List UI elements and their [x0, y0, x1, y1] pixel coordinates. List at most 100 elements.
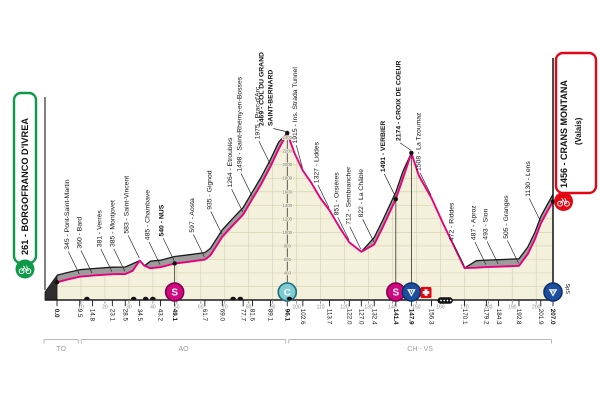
finish-icon-wheel — [564, 200, 570, 207]
tunnel-icon — [237, 296, 244, 301]
waypoint-leader — [148, 241, 161, 265]
elevation-scale-label: 1000 — [282, 230, 292, 235]
km-tick-label: 207.0 — [549, 309, 556, 325]
km-tick-label: 192.8 — [515, 309, 522, 325]
waypoint-label: 597 - Aosta — [189, 198, 196, 233]
waypoint-label: 851 - Orsières — [333, 172, 340, 216]
decade-label: 70 — [222, 304, 228, 310]
start-icon-wheel — [18, 268, 25, 275]
summit-dot — [393, 196, 399, 202]
decade-label: 160 — [436, 304, 445, 310]
elevation-scale-label: 600 — [284, 257, 292, 262]
tunnel-icon — [84, 296, 90, 301]
decade-label: 80 — [246, 304, 252, 310]
waypoint-label: 540 - NUS — [159, 204, 166, 236]
tunnel-icon — [150, 296, 156, 301]
summit-dot — [54, 280, 60, 285]
waypoint-leader — [162, 238, 175, 262]
waypoint-leader — [384, 173, 396, 197]
start-icon-wheel — [25, 268, 32, 275]
elevation-scale-label: 2400 — [282, 135, 292, 140]
elevation-scale-label: 800 — [284, 243, 292, 248]
km-tick-label: 69.0 — [219, 309, 226, 322]
elevation-scale-label: 1800 — [282, 176, 292, 181]
waypoint-leader — [486, 241, 499, 265]
waypoint-label: 935 - Gignod — [206, 170, 213, 210]
waypoint-label: 1508 - La Tzoumaz — [416, 112, 423, 171]
km-tick-label: 49.1 — [171, 309, 178, 322]
waypoint-leader — [113, 248, 126, 272]
decade-label: 90 — [270, 304, 276, 310]
decade-label: 180 — [484, 304, 493, 310]
waypoint-leader — [337, 217, 350, 240]
tunnel-icon-dot — [449, 299, 452, 302]
summit-dot — [172, 261, 177, 266]
waypoint-leader — [193, 234, 205, 258]
waypoint-label: 1327 - Liddes — [313, 141, 320, 183]
route-band-edge — [360, 152, 412, 253]
waypoint-label: 583 - Saint-Vincent — [124, 176, 131, 234]
area-fill — [57, 133, 553, 300]
tunnel-icon — [286, 296, 293, 301]
waypoint-label: 1130 - Lens — [525, 161, 532, 197]
route-band-edge — [144, 132, 288, 267]
km-tick-label: 132.4 — [370, 309, 377, 325]
tunnel-icon — [142, 296, 149, 301]
waypoint-leader — [419, 172, 432, 196]
decade-label: 110 — [317, 304, 325, 310]
summit-dot — [285, 130, 290, 136]
section-label: AO — [178, 346, 189, 353]
finish-icon-frame — [559, 197, 568, 204]
km-tick-label: 184.3 — [495, 309, 502, 325]
elevation-scale-label: 1600 — [282, 189, 292, 194]
cima-coppi-icon — [277, 282, 298, 302]
tunnel-icon — [130, 296, 137, 301]
decade-label: 30 — [126, 304, 132, 310]
km-tick-label: 96.1 — [284, 309, 291, 322]
decade-label: 140 — [388, 304, 397, 310]
waypoint-label: 2174 - CROIX DE COEUR — [395, 60, 402, 141]
waypoint-label: 822 - La Châble — [358, 169, 365, 218]
section-label: TO — [56, 346, 66, 353]
waypoint-leader — [127, 235, 140, 259]
traguardo-volante-letter: V — [410, 290, 414, 296]
decade-label: 150 — [412, 304, 421, 310]
km-tick-label: 179.2 — [483, 309, 490, 325]
traguardo-volante-pennant — [407, 289, 416, 297]
waypoint-leader — [452, 242, 465, 266]
waypoint-leader — [240, 173, 253, 197]
cima-coppi-icon-letter: C — [284, 288, 291, 299]
elevation-scale-label: 400 — [284, 270, 292, 275]
km-tick-label: 23.1 — [109, 309, 116, 322]
km-tick-label: 9.5 — [76, 309, 83, 318]
km-tick-label: 0.0 — [53, 309, 60, 318]
tunnel-icon — [230, 296, 236, 301]
section-label: CH - VS — [407, 346, 433, 353]
decade-label: 170 — [460, 304, 469, 310]
sprint-icon-letter: S — [171, 288, 178, 299]
waypoint-label: 472 - Riddes — [449, 202, 456, 241]
decade-label: 10 — [78, 304, 84, 310]
waypoint-leader — [100, 248, 113, 272]
waypoint-leader — [231, 189, 244, 213]
waypoint-label: 712 - Sembrancher — [345, 166, 352, 225]
waypoint-leader — [273, 128, 286, 132]
waypoint-leader — [474, 241, 487, 265]
waypoint-label: 487 - Aproz — [470, 205, 477, 240]
traguardo-volante-pennant — [548, 289, 558, 297]
start-wall — [44, 274, 58, 301]
tunnel-icon — [437, 297, 453, 304]
waypoint-label: 1915 - Ins. Strada Tunnel — [292, 67, 299, 144]
waypoint-label: 1264 - Etroubles — [227, 137, 234, 187]
waypoint-label: 2469 - COL DU GRAND — [258, 52, 265, 126]
waypoint-leader — [528, 198, 541, 222]
elevation-scale-label: 1200 — [282, 216, 292, 221]
route-band-edge — [56, 260, 140, 276]
elevation-scale-label: 2200 — [282, 149, 292, 154]
waypoint-label: 493 - Sion — [483, 208, 490, 239]
finish-banner-label: 1456 - CRANS MONTANA — [559, 80, 569, 188]
km-tick-label: 122.0 — [346, 309, 353, 325]
km-tick-label: 170.1 — [461, 309, 468, 325]
